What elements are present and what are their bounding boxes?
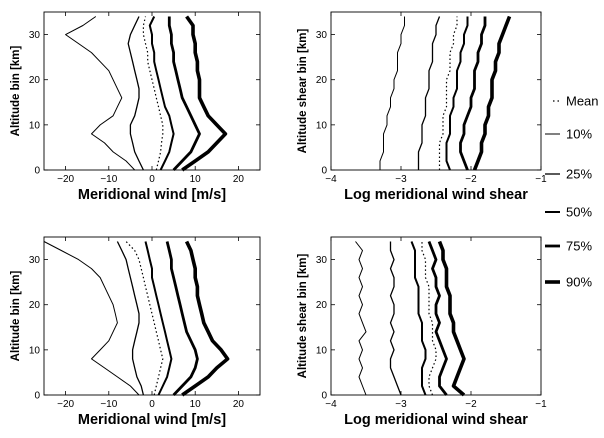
- x-tick-label: −10: [100, 399, 117, 410]
- series-line-90pct: [181, 15, 228, 172]
- legend-label: 75%: [566, 239, 592, 254]
- x-tick-label: 0: [149, 174, 155, 185]
- series-line-50pct: [445, 16, 469, 171]
- y-axis-label: Altitude shear bin [km]: [297, 29, 309, 154]
- x-tick-label: −2: [465, 399, 477, 410]
- series-line-10pct: [43, 241, 140, 396]
- y-axis-label: Altitude bin [km]: [10, 45, 22, 136]
- series-line-25pct: [417, 16, 441, 170]
- x-tick-label: −2: [465, 174, 477, 185]
- series-line-75pct: [167, 16, 201, 171]
- y-tick-label: 20: [316, 75, 328, 86]
- y-tick-label: 0: [321, 391, 327, 402]
- series-line-50pct: [148, 16, 175, 171]
- legend-label: 50%: [566, 205, 592, 220]
- y-axis-label: Altitude bin [km]: [10, 270, 22, 361]
- x-tick-label: −20: [57, 399, 74, 410]
- y-tick-label: 0: [34, 391, 40, 402]
- x-axis-label: Meridional wind [m/s]: [78, 187, 226, 203]
- x-tick-label: 20: [233, 399, 245, 410]
- series-line-75pct: [165, 241, 199, 396]
- y-tick-label: 30: [316, 30, 328, 41]
- y-tick-label: 30: [29, 255, 41, 266]
- series-line-50pct: [410, 241, 427, 396]
- legend-label: 10%: [566, 127, 592, 142]
- y-tick-label: 20: [29, 300, 41, 311]
- series-line-90pct: [472, 15, 512, 171]
- legend: Mean 10% 25% 50% 75% 90%: [545, 94, 599, 290]
- x-tick-label: 0: [149, 399, 155, 410]
- series-line-75pct: [427, 240, 448, 396]
- series-line-75pct: [459, 16, 487, 171]
- x-tick-label: −10: [100, 174, 117, 185]
- series-line-90pct: [437, 240, 466, 397]
- series-line-mean: [125, 241, 164, 396]
- x-axis-label: Log meridional wind shear: [344, 187, 528, 203]
- legend-label: 90%: [566, 275, 592, 290]
- x-tick-label: 10: [190, 399, 202, 410]
- y-tick-label: 0: [321, 166, 327, 177]
- legend-label: 25%: [566, 167, 592, 182]
- legend-label: Mean: [566, 94, 599, 109]
- x-axis-label: Meridional wind [m/s]: [78, 412, 226, 428]
- series-line-10pct: [355, 241, 367, 396]
- x-tick-label: −20: [57, 174, 74, 185]
- y-axis-label: Altitude shear bin [km]: [297, 254, 309, 379]
- y-tick-label: 10: [29, 345, 41, 356]
- plot-frame: [330, 11, 542, 171]
- series-line-90pct: [181, 240, 230, 397]
- series-line-10pct: [379, 16, 405, 170]
- chart-panel-top-right: −4 −3 −2 −1 0 10 20 30 Log meridional wind shear…: [297, 11, 547, 203]
- series-line-25pct: [127, 16, 144, 171]
- series-line-mean: [142, 16, 164, 171]
- series-line-50pct: [144, 241, 173, 396]
- y-tick-label: 20: [29, 75, 41, 86]
- chart-panel-bottom-left: −20 −10 0 10 20 0 10 20 30 Meridional wind [m/s] A…: [10, 236, 261, 428]
- x-axis-label: Log meridional wind shear: [344, 412, 528, 428]
- x-tick-label: 20: [233, 174, 245, 185]
- x-tick-label: −4: [325, 399, 337, 410]
- x-tick-label: −3: [395, 399, 407, 410]
- y-tick-label: 10: [29, 120, 41, 131]
- series-line-10pct: [65, 16, 136, 171]
- series-line-25pct: [389, 241, 402, 396]
- y-tick-label: 20: [316, 300, 328, 311]
- y-tick-label: 10: [316, 120, 328, 131]
- x-tick-label: −3: [395, 174, 407, 185]
- y-tick-label: 30: [316, 255, 328, 266]
- y-tick-label: 10: [316, 345, 328, 356]
- chart-panel-top-left: −20 −10 0 10 20 0 10 20 30 Meridional wind [m/s] A…: [10, 11, 261, 203]
- x-tick-label: −4: [325, 174, 337, 185]
- plot-frame: [330, 236, 542, 396]
- series-line-25pct: [116, 241, 145, 396]
- x-tick-label: −1: [535, 174, 547, 185]
- y-tick-label: 0: [34, 166, 40, 177]
- chart-panel-bottom-right: −4 −3 −2 −1 0 10 20 30 Log meridional wind shear…: [297, 236, 547, 428]
- x-tick-label: 10: [190, 174, 202, 185]
- x-tick-label: −1: [535, 399, 547, 410]
- y-tick-label: 30: [29, 30, 41, 41]
